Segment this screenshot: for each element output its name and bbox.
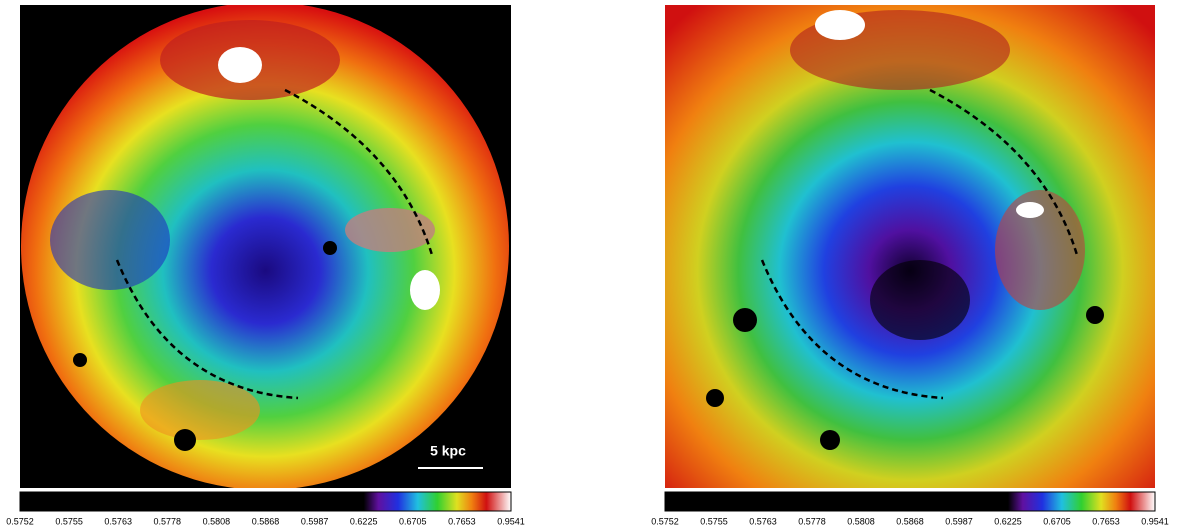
scale-bar-label: 5 kpc xyxy=(430,443,466,459)
colorbar-tick-label: 0.5778 xyxy=(798,516,826,526)
colorbar-tick-label: 0.5987 xyxy=(301,516,329,526)
left-map: 5 kpc xyxy=(20,5,511,488)
colorbar-tick-label: 0.7653 xyxy=(1092,516,1120,526)
colorbar-tick-label: 0.7653 xyxy=(448,516,476,526)
colorbar-tick-label: 0.5752 xyxy=(6,516,34,526)
colorbar-tick-label: 0.5752 xyxy=(651,516,679,526)
colorbar-tick-label: 0.5755 xyxy=(700,516,728,526)
colorbar-tick-label: 0.9541 xyxy=(1141,516,1169,526)
colorbar-tick-label: 0.5868 xyxy=(896,516,924,526)
colorbar xyxy=(19,491,512,512)
colorbar-tick-label: 0.5987 xyxy=(945,516,973,526)
colorbar xyxy=(664,491,1156,512)
colorbar-tick-label: 0.5868 xyxy=(252,516,280,526)
colorbar-tick-label: 0.5763 xyxy=(749,516,777,526)
colorbar-tick-label: 0.5808 xyxy=(847,516,875,526)
colorbar-tick-label: 0.5808 xyxy=(203,516,231,526)
right-map xyxy=(665,5,1155,488)
colorbar-tick-label: 0.6225 xyxy=(994,516,1022,526)
colorbar-tick-label: 0.6705 xyxy=(399,516,427,526)
colorbar-tick-label: 0.5763 xyxy=(104,516,132,526)
colorbar-tick-label: 0.6705 xyxy=(1043,516,1071,526)
colorbar-tick-label: 0.5778 xyxy=(154,516,182,526)
colorbar-tick-label: 0.6225 xyxy=(350,516,378,526)
colorbar-tick-label: 0.5755 xyxy=(55,516,83,526)
colorbar-tick-label: 0.9541 xyxy=(497,516,525,526)
